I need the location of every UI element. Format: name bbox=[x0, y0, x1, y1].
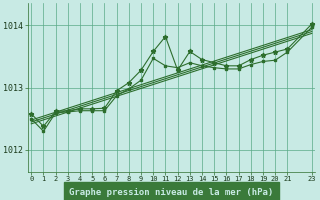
X-axis label: Graphe pression niveau de la mer (hPa): Graphe pression niveau de la mer (hPa) bbox=[69, 188, 274, 197]
